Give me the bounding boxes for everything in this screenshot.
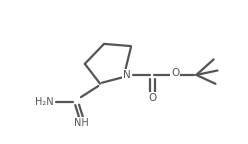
- Text: O: O: [171, 68, 179, 78]
- Text: N: N: [123, 70, 131, 80]
- Text: O: O: [148, 93, 156, 103]
- Text: H₂N: H₂N: [35, 96, 54, 107]
- Text: NH: NH: [74, 118, 88, 128]
